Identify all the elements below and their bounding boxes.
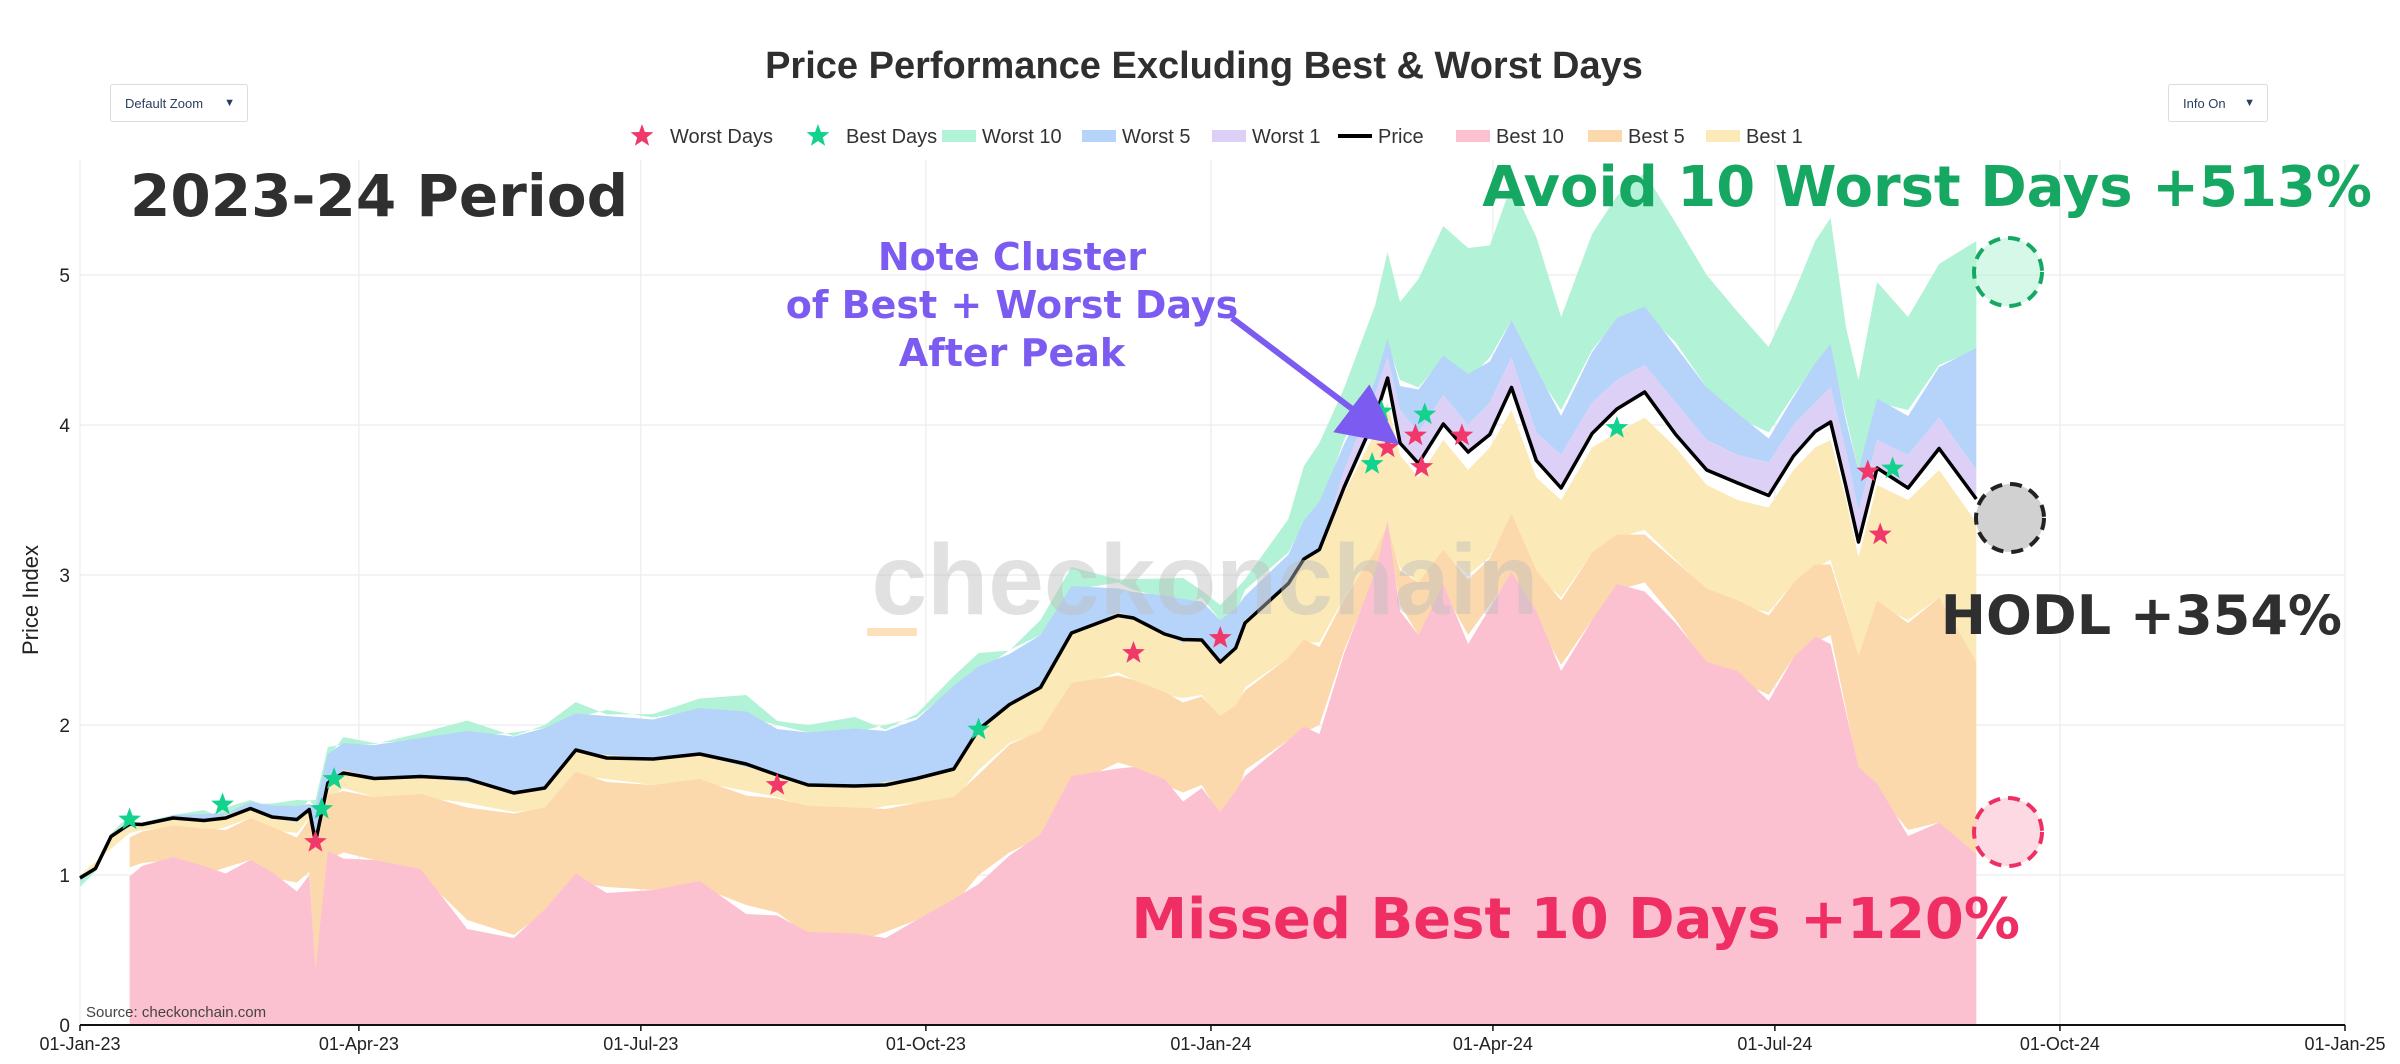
legend-item-worst-10[interactable]: Worst 10 — [942, 126, 1062, 148]
x-tick-label: 01-Oct-24 — [2020, 1034, 2100, 1054]
avoid-worst-label: Avoid 10 Worst Days +513% — [1482, 155, 2372, 220]
zoom-dropdown-label: Default Zoom — [125, 95, 204, 111]
note-arrow — [1230, 315, 1400, 445]
chart-title: Price Performance Excluding Best & Worst… — [765, 45, 1643, 87]
missed-best-label: Missed Best 10 Days +120% — [1131, 887, 2020, 952]
area-best-10 — [129, 521, 1977, 1025]
y-axis-label: Price Index — [18, 545, 43, 655]
worst-day-marker — [1410, 455, 1434, 477]
info-dropdown-label: Info On — [2183, 95, 2226, 111]
missed-end-circle — [1972, 796, 2044, 868]
source-label: Source: checkonchain.com — [86, 1004, 266, 1021]
hodl-end-circle — [1974, 482, 2046, 554]
best-day-marker — [1413, 402, 1437, 425]
chevron-down-icon: ▼ — [2244, 97, 2255, 109]
best-day-marker — [1360, 452, 1384, 474]
legend-label: Worst 5 — [1122, 126, 1191, 148]
note-line-3: After Peak — [899, 331, 1126, 375]
legend-item-best-5[interactable]: Best 5 — [1588, 126, 1685, 148]
x-tick-label: 01-Jan-23 — [39, 1034, 120, 1054]
legend-label: Best Days — [846, 126, 937, 148]
x-tick-label: 01-Apr-23 — [319, 1034, 399, 1054]
x-tick-label: 01-Jan-24 — [1170, 1034, 1251, 1054]
worst-day-marker — [1404, 423, 1427, 446]
best-day-marker — [211, 792, 234, 815]
x-tick-label: 01-Jan-25 — [2304, 1034, 2385, 1054]
area-series — [80, 173, 1977, 1025]
best-day-marker — [967, 717, 990, 740]
period-label: 2023-24 Period — [130, 162, 628, 230]
legend-item-worst-1[interactable]: Worst 1 — [1212, 126, 1321, 148]
info-dropdown[interactable]: Info On ▼ — [2168, 84, 2268, 122]
legend[interactable]: Worst Days Best Days Worst 10 Worst 5 Worst … — [630, 124, 1803, 148]
x-tick-label: 01-Oct-23 — [886, 1034, 966, 1054]
watermark: checkonchain — [872, 524, 1539, 636]
legend-item-worst-days[interactable]: Worst Days — [630, 124, 773, 148]
legend-label: Worst 10 — [982, 126, 1062, 148]
legend-item-price[interactable]: Price — [1338, 126, 1424, 148]
legend-label: Best 5 — [1628, 126, 1685, 148]
x-tick-label: 01-Apr-24 — [1453, 1034, 1533, 1054]
zoom-dropdown[interactable]: Default Zoom ▼ — [110, 84, 248, 122]
star-icon — [630, 124, 654, 146]
note-line-2: of Best + Worst Days — [786, 283, 1239, 327]
legend-item-best-1[interactable]: Best 1 — [1706, 126, 1803, 148]
day-markers — [118, 399, 1904, 852]
legend-label: Best 1 — [1746, 126, 1803, 148]
x-tick-label: 01-Jul-23 — [603, 1034, 678, 1054]
worst-day-marker — [1208, 626, 1232, 648]
legend-label: Best 10 — [1496, 126, 1564, 148]
area-swatch — [942, 130, 976, 142]
worst-day-marker — [1868, 522, 1892, 545]
worst-day-marker — [1856, 459, 1880, 482]
best-day-marker — [322, 767, 346, 789]
area-swatch — [1082, 130, 1116, 142]
x-tick-label: 01-Jul-24 — [1737, 1034, 1812, 1054]
legend-item-worst-5[interactable]: Worst 5 — [1082, 126, 1191, 148]
area-swatch — [1456, 130, 1490, 142]
worst-day-marker — [1450, 423, 1474, 446]
legend-item-best-days[interactable]: Best Days — [806, 124, 938, 148]
legend-label: Worst 1 — [1252, 126, 1321, 148]
avoid-end-circle — [1972, 236, 2044, 308]
hodl-label: HODL +354% — [1941, 584, 2342, 647]
chevron-down-icon: ▼ — [224, 97, 235, 109]
area-best-5 — [129, 513, 1977, 973]
axes: 0 1 2 3 4 5 01-Jan-23 01-Apr-23 01-Jul-23 01-Oct-… — [39, 266, 2385, 1054]
note-line-1: Note Cluster — [878, 235, 1147, 279]
worst-day-marker — [1122, 641, 1145, 663]
best-day-marker — [118, 807, 141, 830]
legend-item-best-10[interactable]: Best 10 — [1456, 126, 1564, 148]
worst-day-marker — [304, 830, 327, 852]
y-tick-label: 5 — [59, 266, 70, 287]
legend-label: Worst Days — [670, 126, 773, 148]
area-swatch — [1212, 130, 1246, 142]
area-swatch — [1588, 130, 1622, 142]
y-tick-label: 1 — [59, 866, 70, 887]
legend-label: Price — [1378, 126, 1424, 148]
area-worst-5 — [80, 306, 1977, 881]
worst-day-marker — [1376, 435, 1399, 458]
y-tick-label: 3 — [59, 566, 70, 587]
area-best-1 — [80, 402, 1977, 875]
best-day-marker — [1881, 456, 1904, 479]
y-tick-label: 2 — [59, 716, 70, 737]
star-icon — [806, 124, 830, 146]
watermark-underscore — [867, 628, 917, 636]
best-day-marker — [310, 797, 334, 819]
worst-day-marker — [765, 773, 789, 795]
y-tick-label: 0 — [59, 1016, 70, 1037]
area-swatch — [1706, 130, 1740, 142]
best-day-marker — [1605, 416, 1629, 438]
y-tick-label: 4 — [59, 416, 70, 437]
